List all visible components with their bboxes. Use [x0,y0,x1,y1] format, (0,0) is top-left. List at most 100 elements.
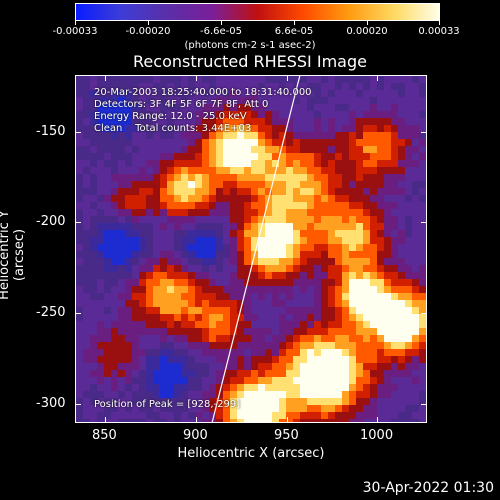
heatmap-cell [363,223,370,230]
heatmap-cell [76,384,83,391]
heatmap-cell [223,216,230,223]
heatmap-cell [356,300,363,307]
heatmap-cell [370,370,377,377]
heatmap-cell [195,244,202,251]
y-tick [421,404,427,405]
heatmap-cell [153,153,160,160]
heatmap-cell [391,258,398,265]
heatmap-cell [195,391,202,398]
heatmap-cell [412,349,419,356]
heatmap-cell [391,195,398,202]
heatmap-cell [139,384,146,391]
heatmap-cell [118,202,125,209]
heatmap-cell [419,293,426,300]
heatmap-cell [188,97,195,104]
heatmap-cell [76,230,83,237]
heatmap-cell [209,279,216,286]
heatmap-cell [405,384,412,391]
heatmap-cell [195,216,202,223]
heatmap-cell [391,153,398,160]
heatmap-cell [300,153,307,160]
heatmap-cell [356,391,363,398]
heatmap-cell [307,279,314,286]
heatmap-cell [188,377,195,384]
heatmap-cell [132,223,139,230]
heatmap-cell [412,384,419,391]
heatmap-cell [258,167,265,174]
heatmap-cell [398,405,405,412]
heatmap-cell [83,377,90,384]
heatmap-cell [76,328,83,335]
heatmap-cell [139,419,146,422]
rhessi-image-plot[interactable] [75,75,427,423]
heatmap-cell [76,405,83,412]
heatmap-cell [223,146,230,153]
heatmap-cell [209,244,216,251]
heatmap-cell [300,167,307,174]
heatmap-cell [258,202,265,209]
heatmap-cell [314,272,321,279]
heatmap-cell [405,412,412,419]
heatmap-cell [202,307,209,314]
heatmap-cell [160,160,167,167]
heatmap-cell [146,237,153,244]
heatmap-cell [314,321,321,328]
heatmap-cell [209,251,216,258]
heatmap-cell [223,111,230,118]
heatmap-cell [216,363,223,370]
heatmap-cell [258,181,265,188]
heatmap-cell [363,405,370,412]
heatmap-cell [202,265,209,272]
heatmap-cell [139,349,146,356]
heatmap-cell [412,83,419,90]
heatmap-cell [405,97,412,104]
heatmap-cell [160,384,167,391]
heatmap-cell [258,279,265,286]
heatmap-cell [314,167,321,174]
heatmap-cell [160,349,167,356]
heatmap-cell [181,181,188,188]
heatmap-cell [195,370,202,377]
heatmap-cell [132,132,139,139]
heatmap-cell [419,223,426,230]
heatmap-cell [314,405,321,412]
heatmap-cell [384,412,391,419]
heatmap-cell [321,167,328,174]
heatmap-cell [76,265,83,272]
heatmap-cell [125,160,132,167]
heatmap-cell [286,258,293,265]
heatmap-cell [188,216,195,223]
heatmap-cell [412,265,419,272]
heatmap-cell [307,111,314,118]
heatmap-cell [293,384,300,391]
heatmap-cell [132,174,139,181]
heatmap-cell [216,328,223,335]
heatmap-cell [349,167,356,174]
heatmap-cell [160,153,167,160]
heatmap-cell [349,160,356,167]
heatmap-cell [83,104,90,111]
heatmap-cell [90,125,97,132]
heatmap-cell [76,195,83,202]
heatmap-cell [83,391,90,398]
heatmap-cell [265,216,272,223]
heatmap-cell [300,370,307,377]
heatmap-cell [356,167,363,174]
heatmap-cell [391,391,398,398]
heatmap-cell [83,174,90,181]
heatmap-cell [223,125,230,132]
heatmap-cell [146,384,153,391]
heatmap-cell [377,363,384,370]
heatmap-cell [244,83,251,90]
heatmap-cell [300,223,307,230]
heatmap-cell [167,321,174,328]
heatmap-cell [405,258,412,265]
heatmap-cell [251,265,258,272]
heatmap-cell [377,195,384,202]
heatmap-cell [405,188,412,195]
heatmap-cell [83,237,90,244]
heatmap-cell [412,370,419,377]
heatmap-cell [363,146,370,153]
heatmap-cell [328,349,335,356]
heatmap-cell [321,251,328,258]
